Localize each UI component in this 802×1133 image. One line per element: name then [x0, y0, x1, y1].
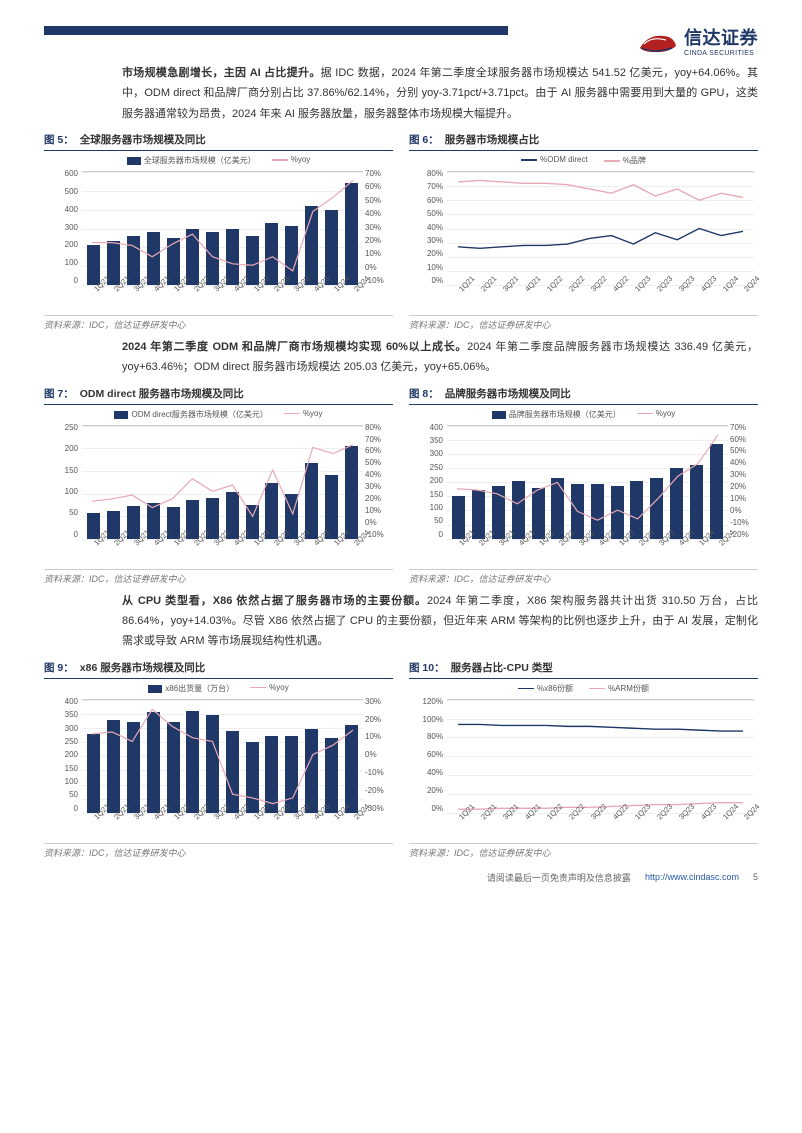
- footer-url[interactable]: http://www.cindasc.com: [645, 872, 739, 882]
- paragraph-3: 从 CPU 类型看，X86 依然占据了服务器市场的主要份额。2024 年第二季度…: [122, 591, 758, 652]
- header-bar: [44, 26, 508, 35]
- page-footer: 请阅读最后一页免责声明及信息披露 http://www.cindasc.com …: [44, 871, 758, 884]
- company-logo: 信达证券 CINDA SECURITIES: [634, 24, 758, 57]
- footer-disclaimer: 请阅读最后一页免责声明及信息披露: [487, 871, 631, 884]
- chart-row-3: 图 9：x86 服务器市场规模及同比 x86出货量（万台）%yoy 400350…: [44, 660, 758, 859]
- logo-text: 信达证券: [684, 24, 758, 50]
- paragraph-1: 市场规模急剧增长，主因 AI 占比提升。据 IDC 数据，2024 年第二季度全…: [122, 63, 758, 124]
- logo-icon: [634, 26, 678, 56]
- page-header: 信达证券 CINDA SECURITIES: [44, 24, 758, 57]
- fig7: 图 7：ODM direct 服务器市场规模及同比 ODM direct服务器市…: [44, 386, 393, 585]
- fig6: 图 6：服务器市场规模占比 %ODM direct%品牌 80%70%60%50…: [409, 132, 758, 331]
- fig8: 图 8：品牌服务器市场规模及同比 品牌服务器市场规模（亿美元）%yoy 4003…: [409, 386, 758, 585]
- fig9: 图 9：x86 服务器市场规模及同比 x86出货量（万台）%yoy 400350…: [44, 660, 393, 859]
- chart-row-2: 图 7：ODM direct 服务器市场规模及同比 ODM direct服务器市…: [44, 386, 758, 585]
- logo-subtext: CINDA SECURITIES: [684, 50, 758, 57]
- chart-row-1: 图 5：全球服务器市场规模及同比 全球服务器市场规模（亿美元）%yoy 6005…: [44, 132, 758, 331]
- footer-page: 5: [753, 872, 758, 882]
- paragraph-2: 2024 年第二季度 ODM 和品牌厂商市场规模均实现 60%以上成长。2024…: [122, 337, 758, 378]
- fig5: 图 5：全球服务器市场规模及同比 全球服务器市场规模（亿美元）%yoy 6005…: [44, 132, 393, 331]
- fig10: 图 10：服务器占比-CPU 类型 %x86份额%ARM份额 120%100%8…: [409, 660, 758, 859]
